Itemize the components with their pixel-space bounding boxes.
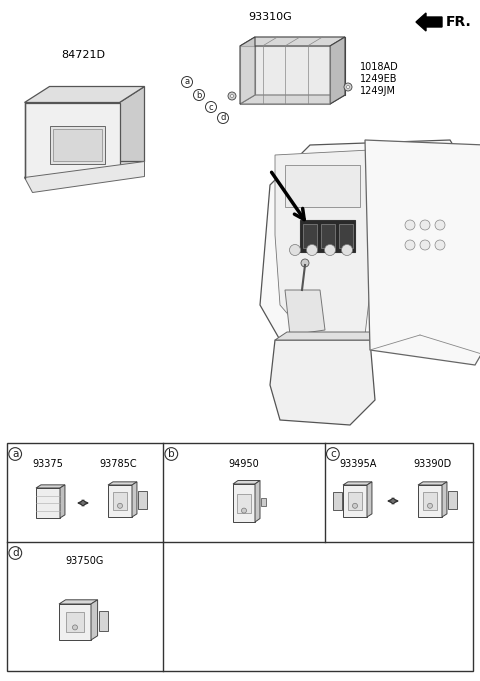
Circle shape <box>405 240 415 250</box>
Circle shape <box>324 244 336 255</box>
Circle shape <box>289 244 300 255</box>
Polygon shape <box>240 37 345 46</box>
Text: 93310G: 93310G <box>248 12 292 22</box>
Text: b: b <box>168 449 175 459</box>
Circle shape <box>307 244 317 255</box>
Circle shape <box>352 503 358 508</box>
Polygon shape <box>59 600 97 604</box>
Circle shape <box>435 220 445 230</box>
Bar <box>238 494 251 513</box>
Text: 1249EB: 1249EB <box>360 74 397 84</box>
Polygon shape <box>343 482 372 485</box>
Polygon shape <box>233 484 255 522</box>
Text: a: a <box>184 78 190 86</box>
Text: b: b <box>196 91 202 99</box>
Circle shape <box>428 503 432 508</box>
Text: 93390D: 93390D <box>414 459 452 469</box>
Polygon shape <box>275 150 380 340</box>
Circle shape <box>72 625 77 630</box>
Polygon shape <box>260 140 465 345</box>
Text: d: d <box>220 114 226 123</box>
Polygon shape <box>330 37 345 104</box>
Circle shape <box>241 508 247 513</box>
Text: 93750G: 93750G <box>66 556 104 566</box>
Bar <box>52 129 101 161</box>
Polygon shape <box>275 332 382 340</box>
Polygon shape <box>36 488 60 518</box>
Polygon shape <box>36 485 65 488</box>
Bar <box>285 165 360 207</box>
Text: 1018AD: 1018AD <box>360 62 399 72</box>
Polygon shape <box>365 140 480 365</box>
Polygon shape <box>285 290 325 335</box>
Text: 94950: 94950 <box>228 459 259 469</box>
Polygon shape <box>240 46 330 104</box>
Polygon shape <box>442 482 447 517</box>
Circle shape <box>344 83 352 91</box>
Circle shape <box>420 240 430 250</box>
Circle shape <box>301 259 309 267</box>
Bar <box>138 491 147 509</box>
Text: 93375: 93375 <box>33 459 63 469</box>
Polygon shape <box>255 37 345 95</box>
Polygon shape <box>108 482 137 485</box>
Polygon shape <box>120 86 144 178</box>
Polygon shape <box>24 161 144 193</box>
Polygon shape <box>240 95 345 104</box>
Polygon shape <box>418 482 447 485</box>
Circle shape <box>341 244 352 255</box>
Bar <box>49 126 105 164</box>
Circle shape <box>118 503 122 508</box>
Bar <box>300 220 355 252</box>
Bar <box>113 492 127 510</box>
Circle shape <box>347 86 349 89</box>
Polygon shape <box>416 13 442 31</box>
Text: c: c <box>209 103 213 112</box>
Bar <box>98 611 108 631</box>
Bar <box>261 498 266 506</box>
Text: 1249JM: 1249JM <box>360 86 396 96</box>
Polygon shape <box>24 103 120 178</box>
Bar <box>333 492 342 510</box>
Polygon shape <box>108 485 132 517</box>
Polygon shape <box>24 86 144 103</box>
Polygon shape <box>132 482 137 517</box>
Polygon shape <box>60 485 65 518</box>
Bar <box>339 224 353 248</box>
Text: 93395A: 93395A <box>339 459 377 469</box>
Polygon shape <box>24 161 144 178</box>
Circle shape <box>420 220 430 230</box>
Polygon shape <box>91 600 97 640</box>
Polygon shape <box>240 37 255 104</box>
Bar <box>303 224 317 248</box>
Polygon shape <box>270 340 375 425</box>
Polygon shape <box>233 481 260 484</box>
Circle shape <box>435 240 445 250</box>
Bar <box>321 224 335 248</box>
Polygon shape <box>59 604 91 640</box>
Bar <box>66 612 84 632</box>
Circle shape <box>405 220 415 230</box>
Bar <box>423 492 437 510</box>
Polygon shape <box>343 485 367 517</box>
Bar <box>7 443 473 671</box>
Text: FR.: FR. <box>446 15 472 29</box>
Text: 93785C: 93785C <box>99 459 137 469</box>
Text: d: d <box>12 548 19 558</box>
Polygon shape <box>367 482 372 517</box>
Circle shape <box>228 92 236 100</box>
Bar <box>348 492 361 510</box>
Bar <box>448 491 457 509</box>
Circle shape <box>230 95 233 97</box>
Text: 84721D: 84721D <box>61 50 105 60</box>
Polygon shape <box>418 485 442 517</box>
Text: a: a <box>12 449 18 459</box>
Text: c: c <box>330 449 336 459</box>
Polygon shape <box>255 481 260 522</box>
